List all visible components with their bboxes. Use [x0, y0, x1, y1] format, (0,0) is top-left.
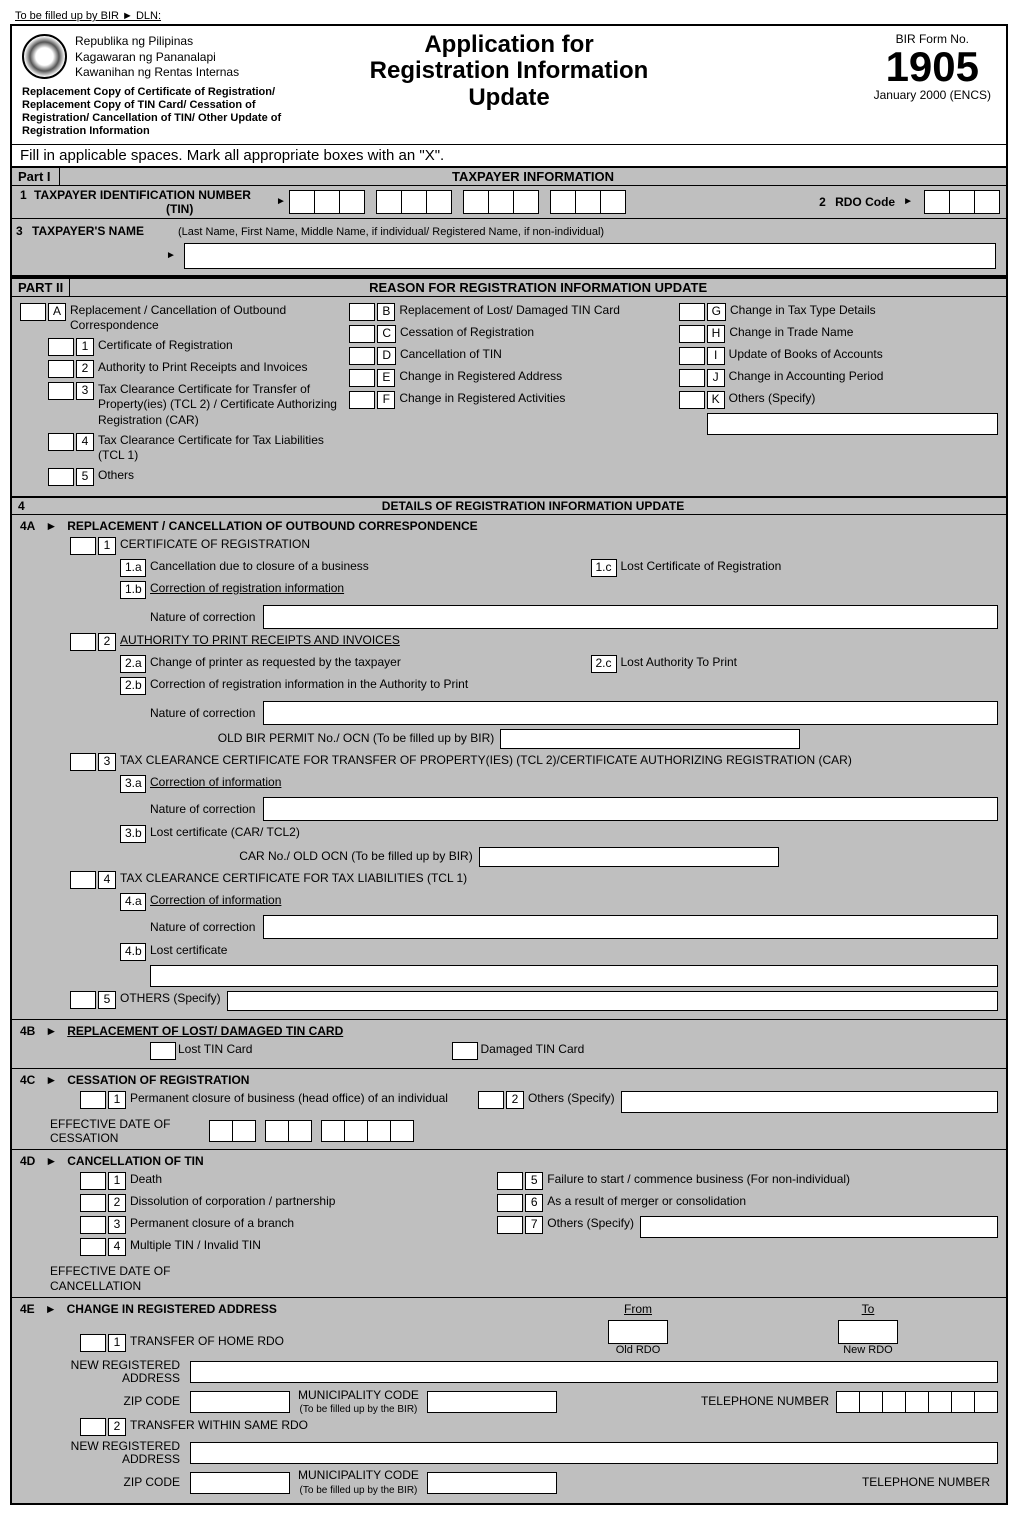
tin-input[interactable] — [290, 190, 626, 214]
header: Republika ng Pilipinas Kagawaran ng Pana… — [12, 26, 1006, 86]
zip-input-1[interactable] — [190, 1391, 290, 1413]
checkbox-a5[interactable] — [48, 468, 74, 486]
old-permit-input[interactable] — [500, 729, 800, 749]
checkbox-a4[interactable] — [48, 433, 74, 451]
form-page: Republika ng Pilipinas Kagawaran ng Pana… — [10, 24, 1008, 1505]
checkbox-4d1[interactable] — [80, 1172, 106, 1190]
checkbox-4c2[interactable] — [478, 1091, 504, 1109]
form-title: Application for Registration Information… — [370, 32, 649, 111]
sub-description: Replacement Copy of Certificate of Regis… — [12, 86, 332, 144]
nature-input-1[interactable] — [263, 605, 998, 629]
checkbox-a2[interactable] — [48, 360, 74, 378]
part1-header: Part I TAXPAYER INFORMATION — [12, 166, 1006, 186]
muni-input-2[interactable] — [427, 1472, 557, 1494]
others-input[interactable] — [707, 413, 998, 435]
checkbox-4d3[interactable] — [80, 1216, 106, 1234]
checkbox-4e2[interactable] — [80, 1418, 106, 1436]
dln-label: To be filled up by BIR ► DLN: — [15, 10, 1008, 22]
cessation-date-input[interactable] — [210, 1120, 414, 1142]
car-no-input[interactable] — [479, 847, 779, 867]
section-4b: 4B►REPLACEMENT OF LOST/ DAMAGED TIN CARD… — [12, 1020, 1006, 1069]
new-address-input-1[interactable] — [190, 1361, 998, 1383]
tin-row: 1 TAXPAYER IDENTIFICATION NUMBER (TIN) ►… — [12, 186, 1006, 219]
checkbox-4d2[interactable] — [80, 1194, 106, 1212]
agency-l2: Kagawaran ng Pananalapi — [75, 50, 239, 66]
checkbox-a[interactable] — [20, 303, 46, 321]
checkbox-4d6[interactable] — [497, 1194, 523, 1212]
cancel-other-input[interactable] — [640, 1216, 998, 1238]
arrow-icon: ► — [899, 196, 917, 207]
nature-input-3[interactable] — [263, 797, 998, 821]
checkbox-4d4[interactable] — [80, 1238, 106, 1256]
instructions: Fill in applicable spaces. Mark all appr… — [12, 144, 1006, 166]
checkbox-g[interactable] — [679, 303, 705, 321]
zip-input-2[interactable] — [190, 1472, 290, 1494]
checkbox-h[interactable] — [679, 325, 705, 343]
section-4c: 4C►CESSATION OF REGISTRATION 1Permanent … — [12, 1069, 1006, 1151]
agency-l3: Kawanihan ng Rentas Internas — [75, 65, 239, 81]
checkbox-4c1[interactable] — [80, 1091, 106, 1109]
checkbox-4a5[interactable] — [70, 991, 96, 1009]
checkbox-a1[interactable] — [48, 338, 74, 356]
muni-input-1[interactable] — [427, 1391, 557, 1413]
checkbox-4a1[interactable] — [70, 537, 96, 555]
checkbox-c[interactable] — [349, 325, 375, 343]
cessation-other-input[interactable] — [621, 1091, 998, 1113]
name-input[interactable] — [184, 243, 996, 269]
section-4d: 4D►CANCELLATION OF TIN 1Death 2Dissoluti… — [12, 1150, 1006, 1298]
checkbox-k[interactable] — [679, 391, 705, 409]
checkbox-j[interactable] — [679, 369, 705, 387]
old-rdo-input[interactable] — [608, 1320, 668, 1344]
new-address-input-2[interactable] — [190, 1442, 998, 1464]
others-5-input[interactable] — [227, 991, 998, 1011]
checkbox-damaged-tin[interactable] — [452, 1042, 478, 1060]
arrow-icon: ► — [272, 196, 290, 207]
section-4a: 4A►REPLACEMENT / CANCELLATION OF OUTBOUN… — [12, 515, 1006, 1020]
checkbox-4e1[interactable] — [80, 1334, 106, 1352]
part2-header: PART II REASON FOR REGISTRATION INFORMAT… — [12, 277, 1006, 297]
checkbox-4d7[interactable] — [497, 1216, 523, 1234]
arrow-icon: ► — [162, 250, 180, 261]
new-rdo-input[interactable] — [838, 1320, 898, 1344]
section4-header: 4 DETAILS OF REGISTRATION INFORMATION UP… — [12, 498, 1006, 515]
checkbox-f[interactable] — [349, 391, 375, 409]
checkbox-4d5[interactable] — [497, 1172, 523, 1190]
checkbox-4a4[interactable] — [70, 871, 96, 889]
name-row: 3 TAXPAYER'S NAME (Last Name, First Name… — [12, 219, 1006, 277]
checkbox-4a3[interactable] — [70, 753, 96, 771]
nature-input-4[interactable] — [263, 915, 998, 939]
checkbox-4a2[interactable] — [70, 633, 96, 651]
nature-input-2[interactable] — [263, 701, 998, 725]
checkbox-e[interactable] — [349, 369, 375, 387]
agency-block: Republika ng Pilipinas Kagawaran ng Pana… — [75, 34, 239, 81]
checkbox-d[interactable] — [349, 347, 375, 365]
form-number-block: BIR Form No. 1905 January 2000 (ENCS) — [874, 32, 991, 102]
checkbox-lost-tin[interactable] — [150, 1042, 176, 1060]
rdo-input[interactable] — [925, 190, 1000, 214]
agency-l1: Republika ng Pilipinas — [75, 34, 239, 50]
seal-icon — [22, 34, 67, 79]
reasons-section: AReplacement / Cancellation of Outbound … — [12, 297, 1006, 498]
checkbox-b[interactable] — [349, 303, 375, 321]
tel-input-1[interactable] — [837, 1391, 998, 1413]
checkbox-i[interactable] — [679, 347, 705, 365]
checkbox-a3[interactable] — [48, 382, 74, 400]
lost-cert-input[interactable] — [150, 965, 998, 987]
section-4e: 4E►CHANGE IN REGISTERED ADDRESS From To … — [12, 1298, 1006, 1503]
